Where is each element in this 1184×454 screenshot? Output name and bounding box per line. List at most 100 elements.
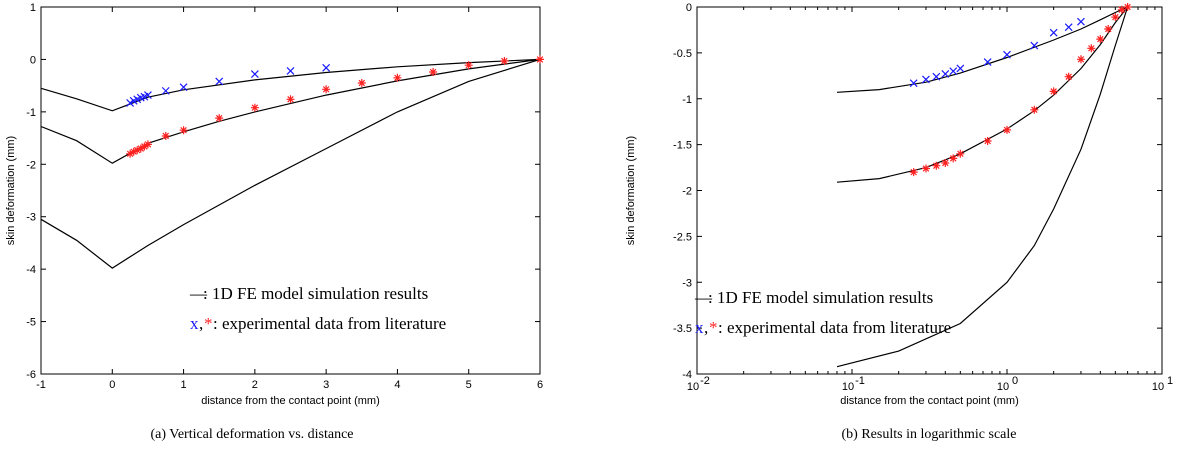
data-point-star: [1104, 25, 1113, 33]
data-point-star: [1111, 13, 1120, 22]
data-point-star: [143, 140, 152, 149]
figure-caption: (a) Vertical deformation vs. distance: [150, 427, 353, 442]
data-point-x: [286, 67, 295, 75]
y-tick-label: 1: [30, 2, 36, 14]
plot-frame: [40, 6, 541, 375]
data-point-star: [133, 146, 142, 155]
data-point-x: [1030, 41, 1039, 50]
data-point-star: [1003, 125, 1011, 134]
x-tick-label: 10: [842, 381, 854, 393]
data-point-star: [140, 142, 149, 151]
data-point-star: [136, 144, 145, 153]
y-tick-label: 0: [30, 54, 36, 66]
y-tick-label: -3.5: [673, 323, 692, 335]
x-tick-label: 10: [687, 381, 699, 393]
x-tick-exponent: 1: [1167, 375, 1173, 387]
data-point-star: [1030, 105, 1039, 114]
x-axis-label: distance from the contact point (mm): [201, 395, 380, 407]
data-point-star: [161, 132, 170, 140]
legend-marker-label: : experimental data from literature: [213, 314, 446, 333]
model-curve: [836, 6, 1129, 183]
data-point-star: [1087, 44, 1096, 53]
data-point-x: [215, 77, 224, 86]
legend-line-label: : 1D FE model simulation results: [203, 284, 428, 303]
data-point-star: [536, 55, 544, 64]
y-tick-label: -2: [26, 159, 36, 171]
model-curve: [40, 58, 541, 112]
data-point-x: [949, 67, 958, 76]
data-point-star: [932, 161, 941, 170]
x-tick-label: -1: [36, 379, 46, 391]
model-curve: [40, 58, 541, 164]
y-tick-label: -0.5: [673, 48, 692, 60]
data-point-x: [941, 70, 950, 78]
legend-marker-x: x: [190, 314, 199, 333]
chart-b: 10 -2 10 -1 10 0 10 10-0.5-1-1.5-2-2.5-3-3.5-4d…: [625, 2, 1173, 442]
data-point-x: [250, 70, 259, 79]
x-tick-label: 0: [109, 379, 115, 391]
data-point-x: [161, 86, 170, 95]
y-tick-label: -4: [682, 369, 692, 381]
x-tick-exponent: -2: [700, 375, 710, 387]
data-point-star: [286, 95, 295, 104]
legend-marker-separator: ,: [704, 318, 708, 337]
x-tick-label: 3: [323, 379, 329, 391]
x-tick-label: 5: [466, 379, 472, 391]
data-point-star: [949, 154, 958, 163]
y-tick-label: -3: [682, 277, 692, 289]
data-point-star: [1096, 35, 1105, 44]
y-tick-label: -2.5: [673, 231, 692, 243]
data-point-star: [1077, 55, 1085, 64]
y-tick-label: -1: [682, 94, 692, 106]
legend-marker-label: : experimental data from literature: [718, 318, 951, 337]
data-point-star: [909, 168, 918, 177]
data-point-star: [1064, 72, 1073, 81]
legend-marker-star: *: [709, 318, 718, 337]
data-point-star: [250, 103, 259, 112]
y-tick-label: -5: [26, 317, 36, 329]
legend-line-symbol: —: [694, 288, 713, 307]
x-tick-label: 1: [181, 379, 187, 391]
y-tick-label: 0: [686, 2, 692, 14]
data-point-x: [1064, 23, 1073, 32]
x-tick-exponent: -1: [855, 375, 865, 387]
legend-line-label: : 1D FE model simulation results: [708, 288, 933, 307]
data-point-x: [932, 72, 941, 81]
x-tick-exponent: 0: [1012, 375, 1018, 387]
data-point-star: [129, 147, 138, 156]
x-axis-label: distance from the contact point (mm): [840, 395, 1019, 407]
data-point-star: [126, 149, 135, 158]
data-point-star: [215, 114, 224, 123]
data-point-x: [126, 99, 135, 107]
data-point-star: [179, 126, 188, 135]
model-curve: [836, 6, 1129, 368]
y-tick-label: -3: [26, 212, 36, 224]
data-point-star: [1123, 3, 1132, 11]
data-point-star: [464, 61, 473, 70]
y-axis-label: skin deformation (mm): [5, 136, 17, 245]
y-tick-label: -6: [26, 369, 36, 381]
data-point-star: [922, 164, 930, 173]
y-tick-label: -1.5: [673, 140, 692, 152]
data-point-star: [429, 68, 438, 76]
model-curve: [40, 58, 541, 269]
data-point-x: [956, 64, 965, 73]
x-tick-label: 10: [997, 381, 1009, 393]
x-tick-label: 4: [394, 379, 400, 391]
data-point-x: [909, 79, 918, 88]
data-point-star: [1117, 5, 1126, 14]
chart-a: -1 0 1 2 3 4 5 6 1 0 -1 -2 -3 -4 -5 -6 distance from the…: [5, 2, 544, 442]
data-point-x: [1077, 17, 1085, 26]
data-point-star: [956, 149, 965, 158]
y-tick-label: -4: [26, 264, 36, 276]
data-point-star: [357, 79, 366, 87]
y-tick-label: -2: [682, 186, 692, 198]
y-axis-label: skin deformation (mm): [625, 136, 637, 245]
model-curve: [836, 6, 1128, 93]
legend-line-symbol: —: [189, 284, 208, 303]
data-point-x: [1003, 50, 1011, 59]
data-point-star: [1049, 87, 1058, 96]
x-tick-label: 10: [1152, 381, 1164, 393]
data-point-star: [393, 73, 402, 82]
